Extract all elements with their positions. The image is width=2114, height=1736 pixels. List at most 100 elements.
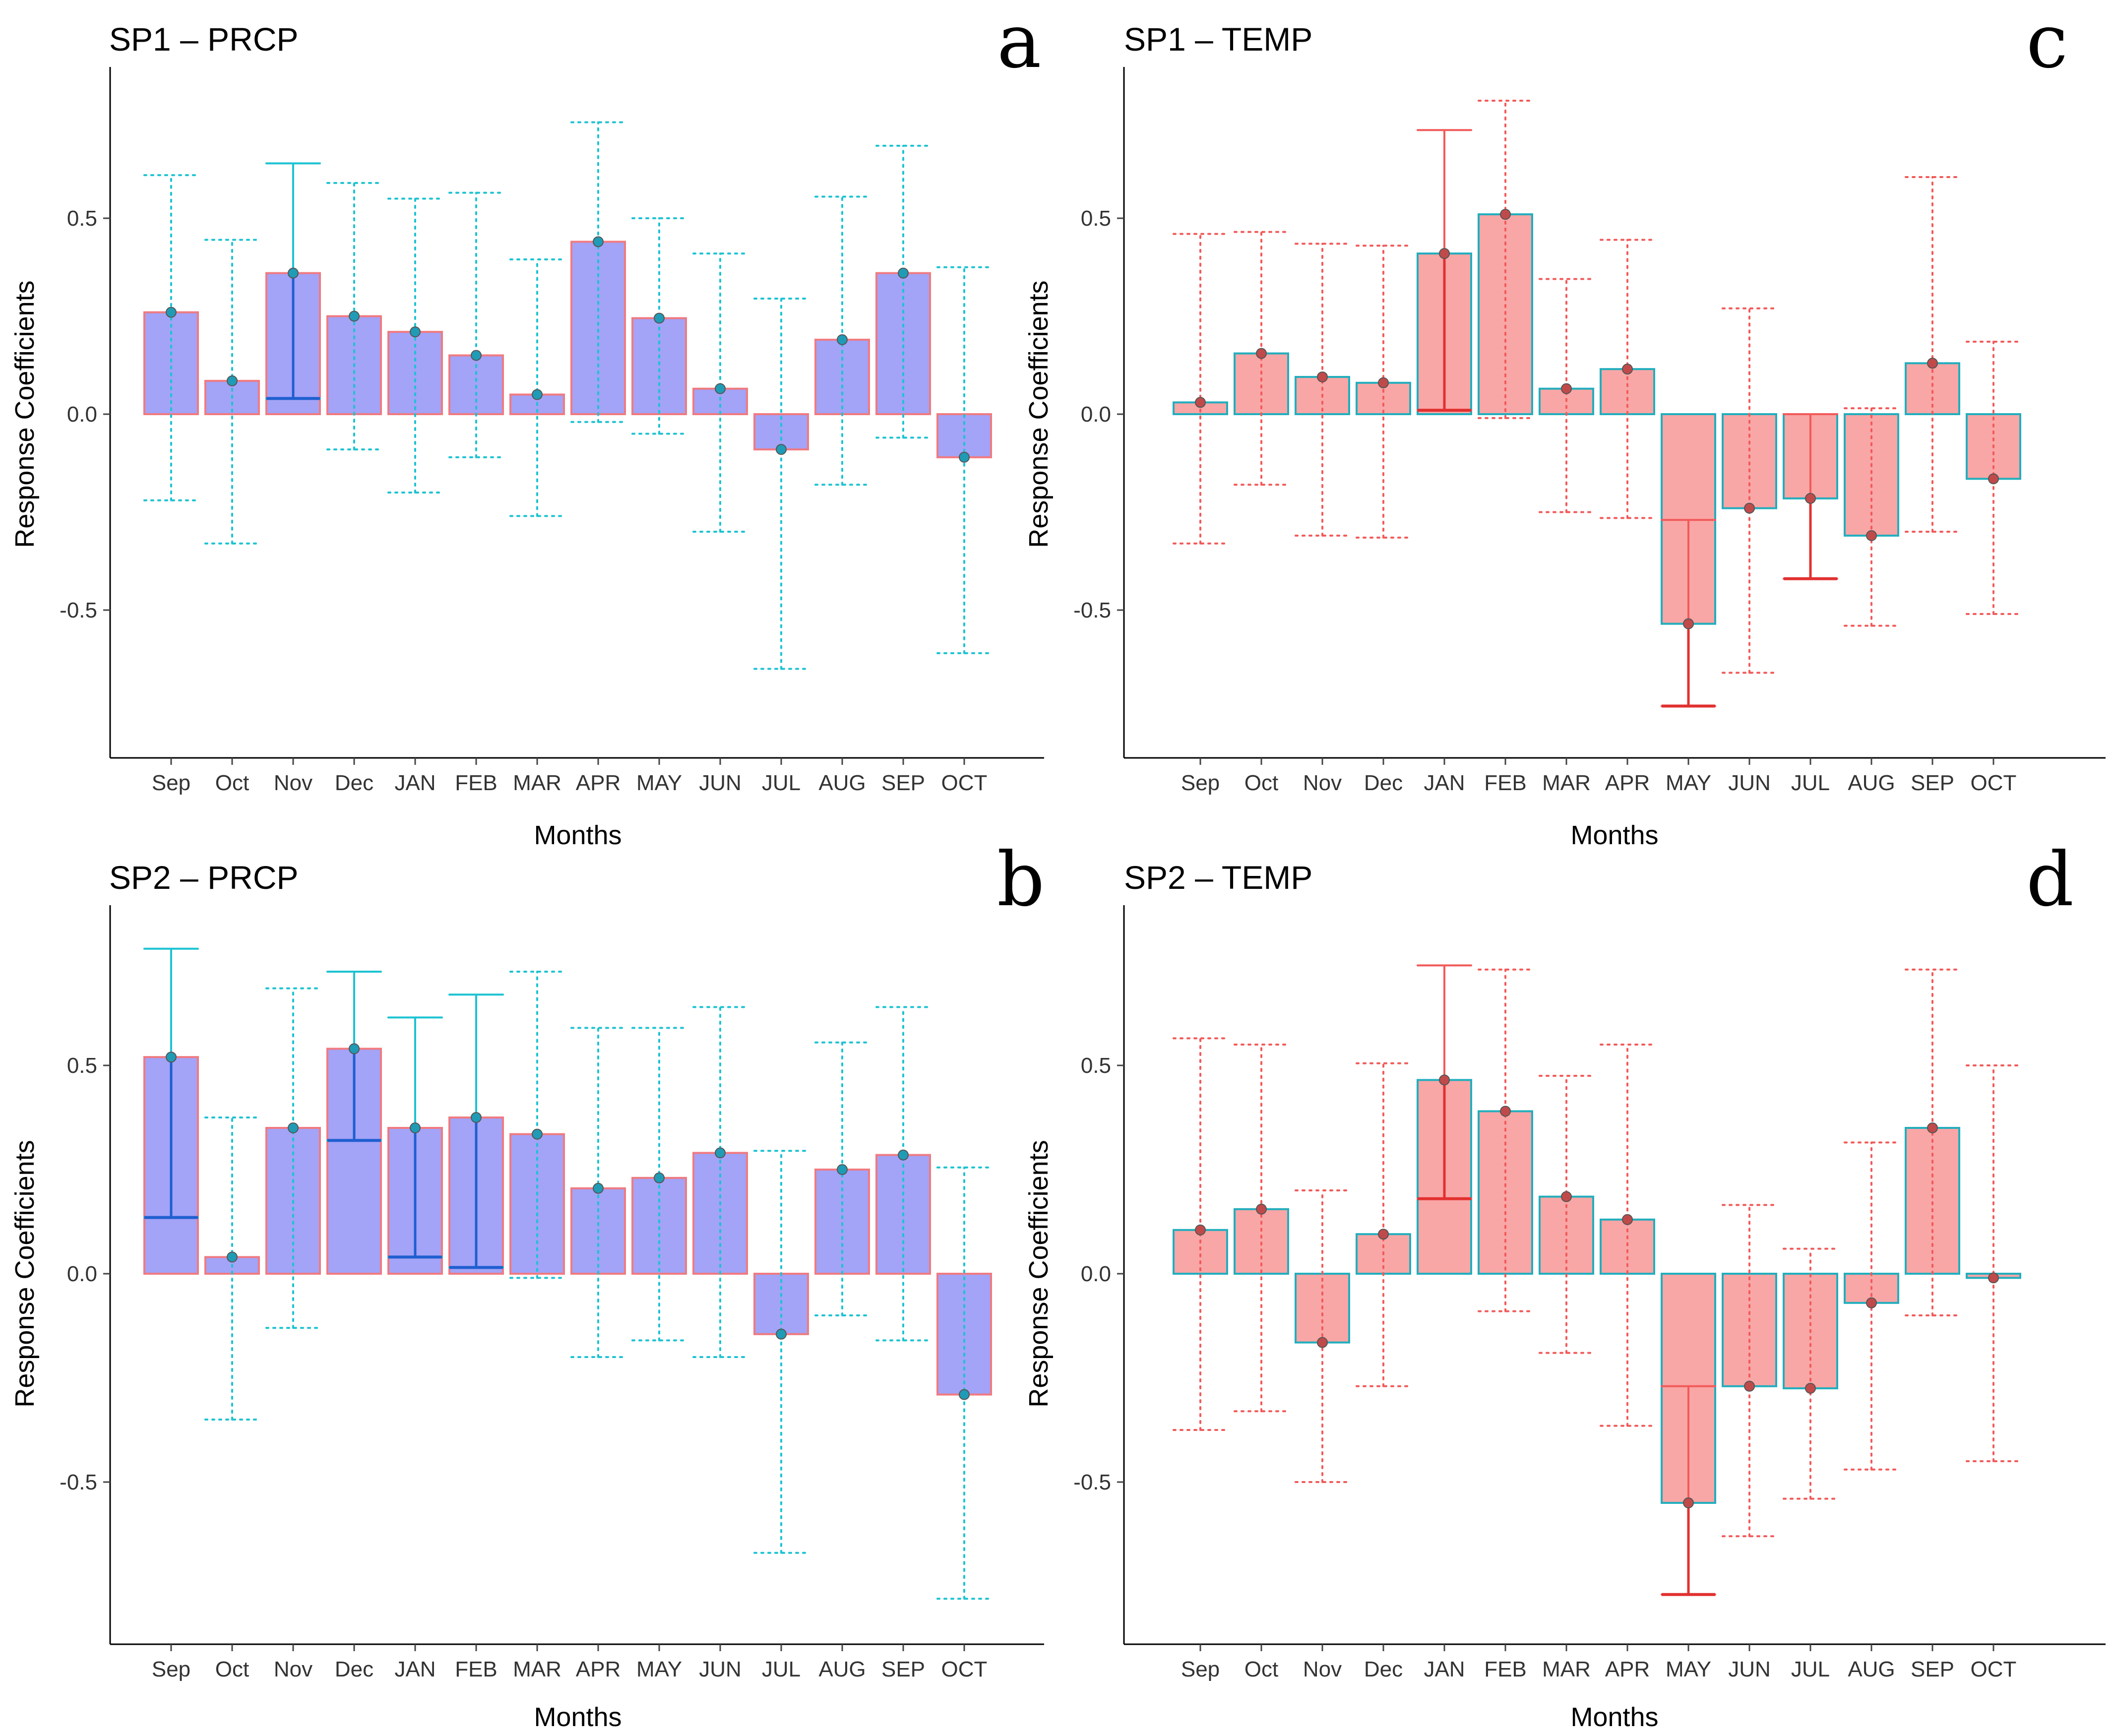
- panel-a-xtick-label-jun: JUN: [699, 771, 742, 795]
- panel-a-xtick-label-nov: Nov: [274, 771, 312, 795]
- panel-c-xtick-label-sep: Sep: [1181, 771, 1220, 795]
- panel-a-xtick-label-feb: FEB: [455, 771, 497, 795]
- panel-c-bar-aug-11: [1844, 413, 1899, 537]
- panel-c-ci-feb-5: [1478, 100, 1533, 419]
- panel-c-xtick-label-oct: Oct: [1244, 771, 1278, 795]
- panel-d-ci-apr-7: [1600, 1044, 1655, 1427]
- panel-a-ci-mar-6: [509, 258, 565, 517]
- panel-b-xtick-label-aug: AUG: [818, 1657, 866, 1681]
- panel-d-xtick-label-jul: JUL: [1791, 1657, 1830, 1681]
- panel-c-ylabel: Response Coefficients: [1024, 280, 1054, 548]
- panel-a-ylabel: Response Coefficients: [10, 280, 40, 548]
- panel-d-point-jun-9: [1744, 1380, 1755, 1392]
- panel-d-bar-sep-0: [1173, 1229, 1228, 1275]
- panel-d-ci-oct-1: [1234, 1044, 1289, 1413]
- panel-a-ci-apr-7: [570, 121, 626, 423]
- panel-d-ci-dec-3: [1356, 1062, 1411, 1387]
- panel-a-point-nov-2: [288, 267, 299, 279]
- panel-c-xlabel: Months: [1570, 820, 1658, 850]
- panel-d-point-sep-0: [1195, 1224, 1206, 1236]
- panel-c-point-sep-0: [1195, 397, 1206, 408]
- panel-c-ci-nov-2: [1295, 243, 1350, 537]
- panel-c-bar-oct-1: [1234, 352, 1289, 415]
- panel-c-point-sep-12: [1927, 358, 1938, 369]
- panel-d-ci-mar-6: [1539, 1075, 1594, 1354]
- panel-b-ytick-label: -0.5: [60, 1470, 97, 1494]
- panel-sp1-temp: SP1 – TEMP c Response Coefficients Month…: [1024, 0, 2106, 850]
- panel-b-xtick-label-nov: Nov: [274, 1657, 312, 1681]
- panel-b-xtick-label-feb: FEB: [455, 1657, 497, 1681]
- panel-a-point-jan-4: [410, 326, 421, 338]
- panel-a-xtick-label-sep: SEP: [881, 771, 925, 795]
- panel-a-ytick-label: -0.5: [60, 598, 97, 622]
- panel-a-xtick-label-sep: Sep: [152, 771, 190, 795]
- panel-b-bar-jun-9: [692, 1152, 748, 1275]
- panel-b-xtick-label-mar: MAR: [513, 1657, 561, 1681]
- panel-c-xtick-label-oct: OCT: [1971, 771, 2017, 795]
- panel-b-ci-jun-9: [692, 1006, 748, 1358]
- panel-a-title: SP1 – PRCP: [109, 21, 299, 58]
- panel-b-point-apr-7: [593, 1182, 604, 1194]
- panel-c-point-mar-6: [1561, 383, 1572, 394]
- panel-a-point-dec-3: [349, 310, 360, 322]
- panel-d-ci-feb-5: [1478, 968, 1533, 1312]
- panel-c-point-nov-2: [1317, 371, 1328, 382]
- panel-a-ytick-label: 0.5: [67, 206, 97, 231]
- panel-d-ci-nov-2: [1295, 1189, 1350, 1483]
- panel-b-point-feb-5: [471, 1112, 482, 1123]
- panel-d-ci-sep-12: [1905, 968, 1960, 1316]
- panel-b-xtick-label-oct: OCT: [941, 1657, 988, 1681]
- panel-b-ci-feb-5: [448, 993, 504, 1269]
- panel-b-point-oct-1: [227, 1251, 238, 1263]
- panel-b-ytick-label: 0.5: [67, 1054, 97, 1078]
- panel-b-bar-mar-6: [509, 1133, 565, 1275]
- panel-c-point-jun-9: [1744, 502, 1755, 514]
- panel-d-point-feb-5: [1500, 1106, 1511, 1117]
- panel-c-ytick-label: -0.5: [1073, 598, 1111, 622]
- panel-c-point-oct-13: [1988, 473, 1999, 485]
- panel-d-point-apr-7: [1622, 1214, 1633, 1225]
- panel-c-ytick-label: 0.0: [1081, 402, 1111, 427]
- panel-b-title: SP2 – PRCP: [109, 859, 299, 896]
- panel-c-ci-sep-12: [1905, 176, 1960, 533]
- panel-b-xtick-label-jul: JUL: [762, 1657, 801, 1681]
- panel-b-point-aug-11: [837, 1164, 848, 1175]
- panel-c-ci-apr-7: [1600, 239, 1655, 519]
- panel-d-plot-area: -0.5 0.0 0.5 Sep Oct Nov Dec JAN FEB MAR APR MAY JUN…: [1073, 905, 2106, 1681]
- panel-b-ci-sep-0: [143, 947, 199, 1219]
- panel-c-letter: c: [2026, 0, 2068, 85]
- panel-d-xtick-label-mar: MAR: [1542, 1657, 1591, 1681]
- panel-b-ci-apr-7: [570, 1027, 626, 1358]
- panel-a-ci-nov-2: [265, 162, 321, 400]
- panel-b-ci-oct-13: [936, 1166, 992, 1600]
- panel-b-ci-aug-11: [814, 1041, 870, 1316]
- panel-d-xtick-label-sep: Sep: [1181, 1657, 1220, 1681]
- panel-a-ci-sep-12: [875, 144, 931, 439]
- panel-c-point-feb-5: [1500, 209, 1511, 220]
- panel-b-point-oct-13: [959, 1389, 970, 1400]
- panel-c-ci-oct-13: [1966, 340, 2021, 615]
- panel-a-point-jun-9: [715, 383, 726, 394]
- panel-c-xtick-label-apr: APR: [1605, 771, 1650, 795]
- panel-b-xtick-label-apr: APR: [576, 1657, 621, 1681]
- panel-a-point-feb-5: [471, 350, 482, 361]
- panel-c-xtick-label-nov: Nov: [1303, 771, 1342, 795]
- panel-a-plot-area: -0.5 0.0 0.5 Sep Oct Nov Dec JAN FEB MAR APR MAY JUN…: [60, 67, 1044, 795]
- panel-a-point-sep-12: [898, 267, 909, 279]
- panel-a-point-aug-11: [837, 334, 848, 345]
- panel-a-ci-jul-10: [753, 297, 809, 670]
- panel-d-xtick-label-dec: Dec: [1364, 1657, 1403, 1681]
- panel-c-ytick-label: 0.5: [1081, 206, 1111, 231]
- panel-d-ci-oct-13: [1966, 1064, 2021, 1462]
- panel-c-point-jan-4: [1439, 248, 1450, 259]
- panel-d-point-sep-12: [1927, 1122, 1938, 1133]
- panel-b-xtick-label-sep: Sep: [152, 1657, 190, 1681]
- panel-d-ci-jun-9: [1722, 1204, 1777, 1538]
- panel-a-ci-may-8: [631, 217, 687, 435]
- panel-a-ci-feb-5: [448, 191, 504, 458]
- panel-a-point-oct-1: [227, 375, 238, 386]
- panel-c-point-aug-11: [1866, 530, 1877, 541]
- panel-b-ci-nov-2: [265, 987, 321, 1329]
- panel-d-point-nov-2: [1317, 1337, 1328, 1348]
